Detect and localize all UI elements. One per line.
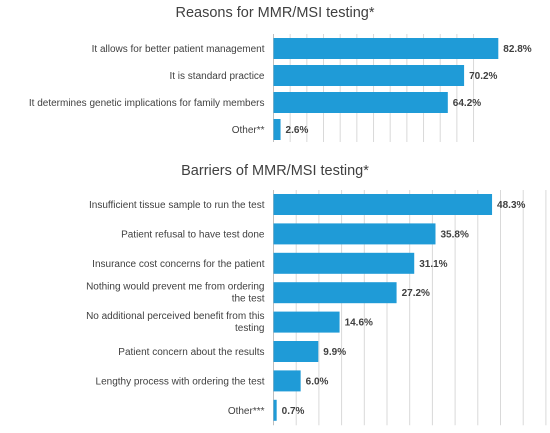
- panel2-category-label: Other***: [228, 406, 265, 417]
- panel1-bar: [273, 38, 499, 59]
- panel2-value-label: 6.0%: [306, 376, 329, 387]
- panel1-bar: [273, 92, 448, 113]
- panel2-bar: [273, 311, 340, 333]
- panel2-bar: [273, 282, 397, 304]
- panel2-category-label: Lengthy process with ordering the test: [96, 376, 265, 387]
- panel2-bar: [273, 194, 493, 215]
- panel2-title: Barriers of MMR/MSI testing*: [181, 163, 369, 179]
- panel1-value-label: 82.8%: [503, 44, 531, 55]
- panel2-value-label: 0.7%: [282, 406, 305, 417]
- panel1-value-label: 2.6%: [286, 125, 309, 136]
- panel2-category-label: Nothing would prevent me from ordering: [86, 282, 264, 293]
- panel1-category-label: It allows for better patient management: [92, 44, 265, 55]
- panel2-category-label: Patient concern about the results: [118, 347, 264, 358]
- panel2-category-label: Insurance cost concerns for the patient: [92, 259, 265, 270]
- panel1-category-label: It determines genetic implications for f…: [29, 98, 265, 109]
- panel2-bar: [273, 399, 277, 421]
- panel1-category-label: It is standard practice: [169, 71, 264, 82]
- panel1-category-label: Other**: [232, 125, 265, 136]
- panel2-value-label: 48.3%: [497, 200, 525, 211]
- panel2-bar: [273, 341, 319, 362]
- panel2-category-label: testing: [235, 323, 264, 334]
- panel2-category-label: the test: [232, 294, 265, 305]
- panel1-value-label: 64.2%: [453, 98, 481, 109]
- panel2-value-label: 31.1%: [419, 259, 447, 270]
- panel2-bar: [273, 252, 415, 274]
- panel2-bar: [273, 370, 301, 392]
- panel2-category-label: Insufficient tissue sample to run the te…: [89, 200, 265, 211]
- panel1-bar: [273, 65, 465, 86]
- panel2-category-label: No additional perceived benefit from thi…: [86, 311, 264, 322]
- panel1-title: Reasons for MMR/MSI testing*: [175, 5, 374, 21]
- panel2-bar: [273, 223, 436, 245]
- panel1-value-label: 70.2%: [469, 71, 497, 82]
- panel2-value-label: 14.6%: [345, 318, 373, 329]
- panel1-bar: [273, 119, 281, 140]
- panel2-value-label: 27.2%: [402, 288, 430, 299]
- panel2-category-label: Patient refusal to have test done: [121, 229, 265, 240]
- panel2-value-label: 9.9%: [323, 347, 346, 358]
- panel2-value-label: 35.8%: [440, 229, 468, 240]
